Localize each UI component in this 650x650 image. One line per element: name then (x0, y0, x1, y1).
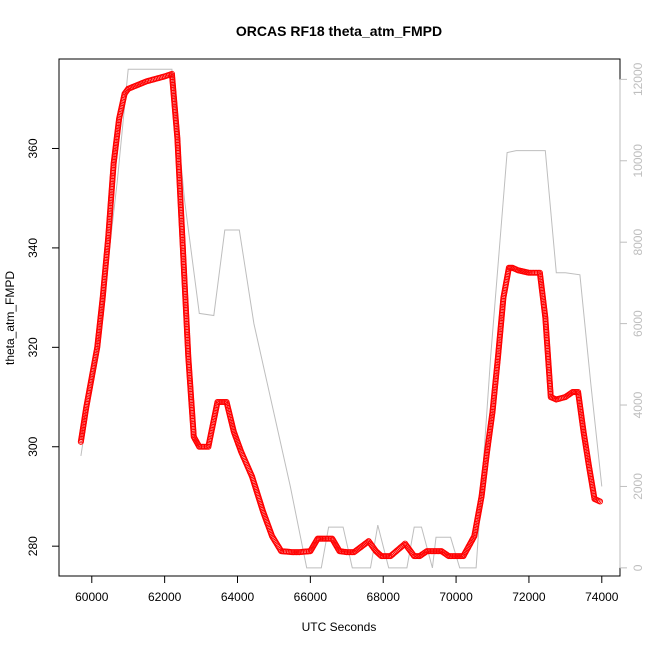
altitude-series (80, 68, 603, 569)
y-tick-label: 360 (26, 138, 40, 158)
theta-point (364, 539, 371, 546)
theta-point (444, 552, 451, 559)
y2-tick-label: 12000 (631, 62, 645, 96)
x-tick-label: 64000 (221, 590, 255, 604)
theta-series (77, 70, 604, 560)
y-tick-label: 320 (26, 337, 40, 357)
y-axis-right: 0 2000 4000 6000 8000 10000 12000 (619, 62, 645, 571)
theta-point (377, 552, 384, 559)
theta-point (596, 498, 604, 505)
x-tick-label: 60000 (75, 590, 109, 604)
plot-frame (58, 58, 621, 577)
x-tick-label: 70000 (439, 590, 473, 604)
x-tick-label: 68000 (367, 590, 401, 604)
y2-tick-label: 8000 (631, 229, 645, 256)
y2-tick-label: 6000 (631, 310, 645, 337)
chart-title: ORCAS RF18 theta_atm_FMPD (236, 23, 442, 39)
altitude-line (80, 68, 603, 569)
y2-tick-label: 2000 (631, 473, 645, 500)
y2-tick-label: 4000 (631, 391, 645, 418)
x-tick-label: 74000 (585, 590, 619, 604)
y-tick-label: 340 (26, 238, 40, 258)
y-axis-label: theta_atm_FMPD (3, 271, 17, 365)
x-tick-label: 72000 (512, 590, 546, 604)
x-axis: 60000 62000 64000 66000 68000 70000 72000 74000 (75, 575, 619, 604)
y2-tick-label: 0 (631, 564, 645, 571)
x-tick-label: 66000 (294, 590, 328, 604)
y-axis-left: 280 300 320 340 360 (26, 138, 60, 556)
x-tick-label: 62000 (148, 590, 182, 604)
y-tick-label: 300 (26, 436, 40, 456)
theta-point (422, 548, 429, 556)
y-tick-label: 280 (26, 536, 40, 556)
x-axis-label: UTC Seconds (302, 620, 377, 634)
y2-tick-label: 10000 (631, 144, 645, 178)
